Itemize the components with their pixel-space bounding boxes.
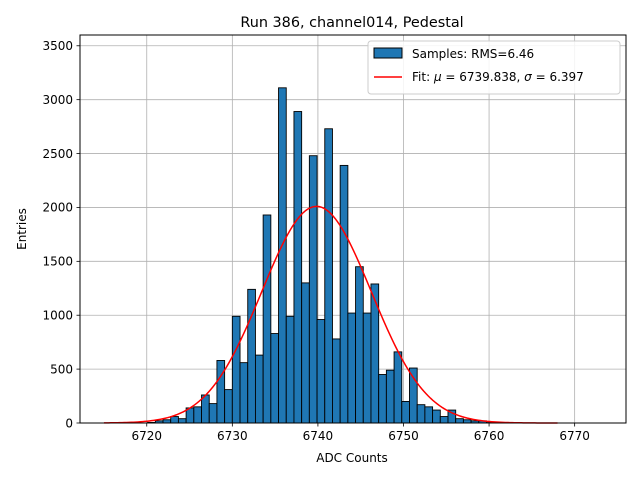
histogram-bar: [278, 87, 287, 424]
x-tick-label: 6730: [217, 429, 248, 443]
histogram-bar: [455, 418, 464, 424]
histogram-bar: [416, 404, 426, 424]
x-tick-label: 6770: [559, 429, 590, 443]
histogram-bar: [201, 394, 210, 424]
histogram-bar: [231, 315, 241, 424]
histogram-bar: [270, 333, 279, 424]
y-axis-ticks: 0 500 1000 1500 2000 2500 3000 3500: [42, 39, 80, 430]
y-axis-label: Entries: [15, 208, 29, 250]
histogram-bar: [170, 416, 179, 424]
legend-label-fit: Fit: μ = 6739.838, σ = 6.397: [412, 70, 584, 84]
histogram-bar: [385, 369, 395, 424]
x-axis-label: ADC Counts: [316, 451, 388, 465]
y-tick-label: 500: [50, 362, 73, 376]
histogram-bar: [208, 403, 218, 424]
legend-box: [367, 40, 621, 95]
histogram-bar: [262, 214, 272, 424]
histogram-bar: [409, 367, 418, 424]
histogram-bar: [332, 338, 341, 424]
chart-title: Run 386, channel014, Pedestal: [240, 15, 463, 31]
histogram-bar: [424, 406, 434, 424]
histogram-bar: [193, 406, 202, 424]
legend-label-samples: Samples: RMS=6.46: [412, 47, 534, 61]
histogram-bar: [339, 164, 349, 424]
y-tick-label: 2000: [42, 201, 73, 215]
x-tick-label: 6760: [474, 429, 505, 443]
histogram-bar: [362, 312, 372, 424]
histogram-bar: [393, 351, 403, 424]
legend-swatch-samples: [373, 47, 403, 59]
y-tick-label: 3000: [42, 93, 73, 107]
histogram-bar: [355, 266, 364, 424]
histogram-bar: [216, 360, 226, 424]
histogram-bar: [432, 409, 441, 424]
x-tick-label: 6720: [131, 429, 162, 443]
fit-curve: [103, 205, 558, 424]
plot-frame: [79, 34, 627, 424]
histogram-bar: [239, 362, 249, 424]
histogram-bar: [177, 418, 187, 424]
histogram-bar: [224, 389, 233, 424]
x-tick-label: 6750: [388, 429, 419, 443]
histogram-bar: [347, 312, 357, 424]
y-tick-label: 1000: [42, 309, 73, 323]
histogram-bar: [439, 416, 449, 424]
x-tick-label: 6740: [303, 429, 334, 443]
histogram-bar: [293, 111, 303, 424]
y-tick-label: 1500: [42, 255, 73, 269]
histogram-bar: [316, 319, 326, 424]
grid: [80, 35, 626, 424]
histogram-bar: [254, 354, 264, 424]
histogram-bar: [285, 315, 295, 424]
fit-curve-layer: [103, 205, 558, 424]
histogram-bar: [301, 282, 310, 424]
histogram-bar: [401, 400, 410, 424]
y-tick-label: 0: [65, 416, 73, 430]
y-tick-label: 3500: [42, 39, 73, 53]
y-tick-label: 2500: [42, 147, 73, 161]
histogram-bar: [308, 155, 318, 424]
histogram-bar: [378, 374, 387, 424]
histogram-bar: [324, 128, 333, 424]
x-axis-ticks: 6720 6730 6740 6750 6760 6770: [131, 423, 590, 443]
legend: Samples: RMS=6.46 Fit: μ = 6739.838, σ =…: [367, 40, 621, 95]
